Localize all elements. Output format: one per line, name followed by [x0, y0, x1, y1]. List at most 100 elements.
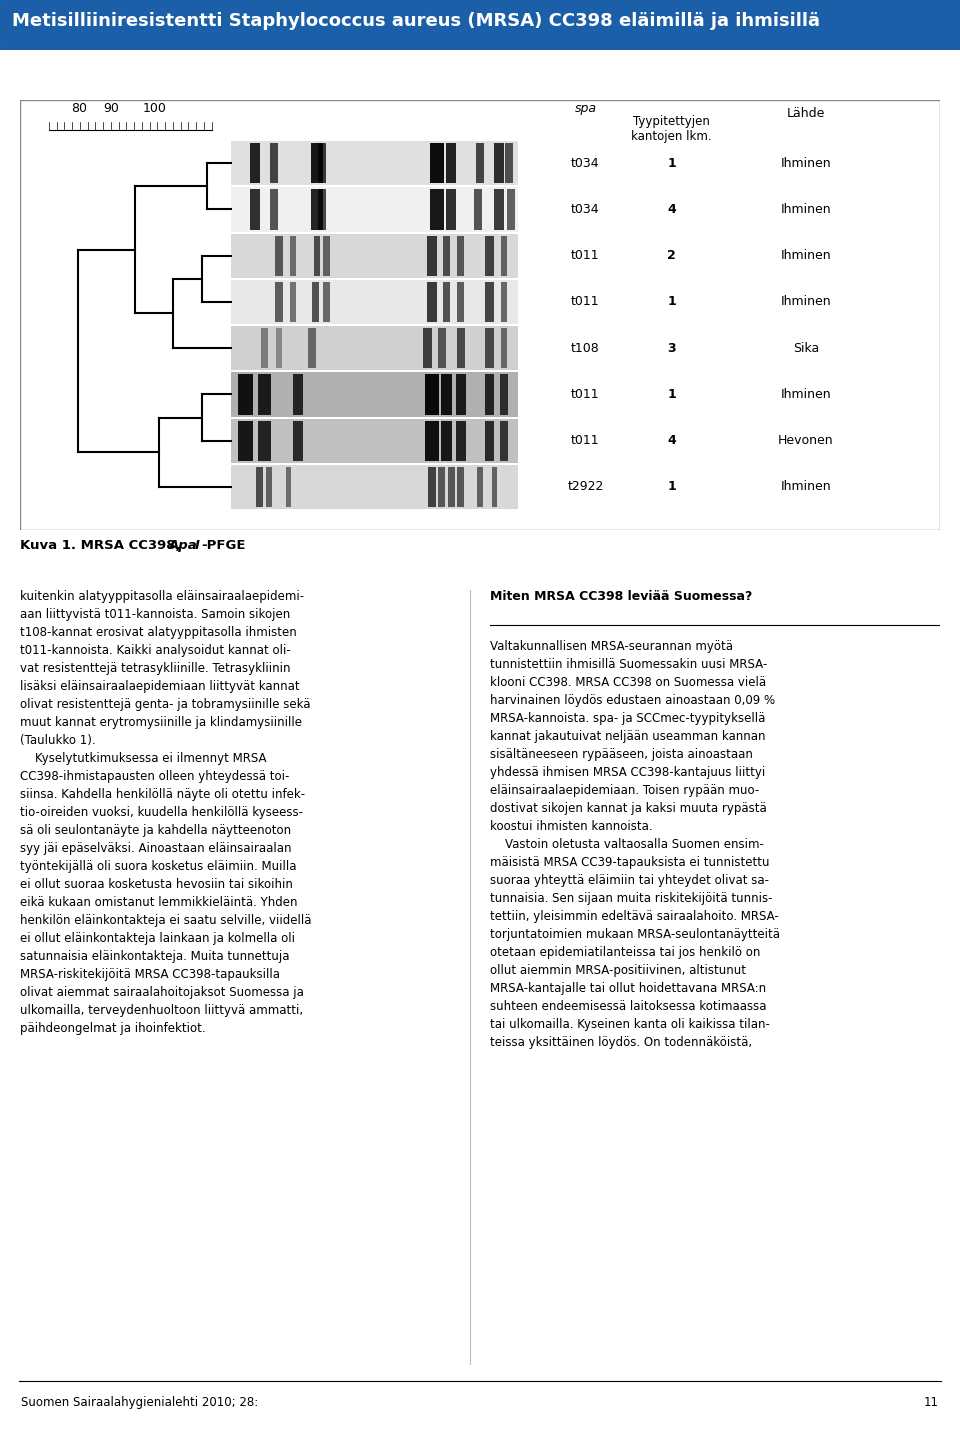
Bar: [308, 327, 316, 369]
Bar: [290, 236, 296, 276]
Bar: [492, 466, 497, 508]
Text: Ihminen: Ihminen: [780, 388, 831, 400]
Text: 80: 80: [71, 102, 87, 114]
Bar: [318, 143, 325, 183]
Bar: [500, 420, 508, 460]
Bar: [324, 282, 330, 322]
Text: Suomen Sairaalahygienialehti 2010; 28:: Suomen Sairaalahygienialehti 2010; 28:: [21, 1396, 258, 1409]
Bar: [286, 466, 291, 508]
Bar: [443, 236, 450, 276]
Bar: [500, 236, 507, 276]
Text: t2922: t2922: [567, 480, 604, 493]
Bar: [457, 327, 465, 369]
Bar: [485, 282, 493, 322]
Text: t011: t011: [571, 435, 600, 448]
Bar: [257, 375, 271, 415]
Bar: [485, 375, 494, 415]
Bar: [250, 143, 259, 183]
Bar: [275, 282, 282, 322]
Bar: [230, 280, 518, 325]
Bar: [458, 236, 465, 276]
Text: Ihminen: Ihminen: [780, 480, 831, 493]
Bar: [270, 189, 277, 229]
Text: Ihminen: Ihminen: [780, 203, 831, 216]
Text: t034: t034: [571, 203, 600, 216]
Bar: [430, 189, 444, 229]
Bar: [230, 142, 518, 186]
Text: Kuva 1. MRSA CC398,: Kuva 1. MRSA CC398,: [20, 539, 185, 552]
Text: t011: t011: [571, 388, 600, 400]
Bar: [312, 282, 319, 322]
Bar: [485, 327, 493, 369]
Text: 100: 100: [142, 102, 166, 114]
Text: I: I: [195, 539, 200, 552]
Text: Tyypitettyjen
kantojen lkm.: Tyypitettyjen kantojen lkm.: [632, 114, 712, 143]
Bar: [276, 327, 281, 369]
Text: spa: spa: [574, 102, 596, 114]
Bar: [257, 420, 271, 460]
Text: 1: 1: [667, 157, 676, 170]
Bar: [293, 375, 302, 415]
Bar: [275, 236, 282, 276]
Bar: [494, 189, 504, 229]
Bar: [458, 282, 465, 322]
Text: Ihminen: Ihminen: [780, 249, 831, 262]
Bar: [237, 420, 252, 460]
Bar: [441, 420, 452, 460]
Text: 90: 90: [103, 102, 119, 114]
Text: 2: 2: [667, 249, 676, 262]
Text: 1: 1: [667, 480, 676, 493]
Text: Hevonen: Hevonen: [778, 435, 833, 448]
Text: Metisilliiniresistentti Staphylococcus aureus (MRSA) CC398 eläimillä ja ihmisill: Metisilliiniresistentti Staphylococcus a…: [12, 11, 820, 30]
Text: Lähde: Lähde: [786, 107, 825, 120]
Bar: [474, 189, 482, 229]
Bar: [443, 282, 450, 322]
Bar: [237, 375, 252, 415]
Bar: [438, 327, 445, 369]
Text: t034: t034: [571, 157, 600, 170]
Bar: [507, 189, 515, 229]
Bar: [456, 375, 466, 415]
Text: 4: 4: [667, 203, 676, 216]
Bar: [422, 327, 432, 369]
Bar: [318, 189, 325, 229]
Bar: [446, 189, 456, 229]
Bar: [266, 466, 272, 508]
Bar: [425, 375, 439, 415]
Bar: [500, 375, 508, 415]
Bar: [230, 372, 518, 416]
Text: Valtakunnallisen MRSA-seurannan myötä
tunnistettiin ihmisillä Suomessakin uusi M: Valtakunnallisen MRSA-seurannan myötä tu…: [490, 641, 780, 1050]
Bar: [494, 143, 504, 183]
Bar: [311, 143, 323, 183]
Bar: [250, 189, 259, 229]
Bar: [428, 466, 437, 508]
Bar: [476, 143, 484, 183]
Bar: [500, 282, 507, 322]
Bar: [485, 236, 493, 276]
Bar: [477, 466, 483, 508]
Text: t011: t011: [571, 296, 600, 309]
Text: 11: 11: [924, 1396, 939, 1409]
Bar: [314, 236, 321, 276]
Bar: [324, 236, 330, 276]
Bar: [458, 466, 465, 508]
Text: 3: 3: [667, 342, 676, 355]
Bar: [270, 143, 277, 183]
Text: Apa: Apa: [169, 539, 198, 552]
Bar: [485, 420, 494, 460]
Text: kuitenkin alatyyppitasolla eläinsairaalaepidemi-
aan liittyvistä t011-kannoista.: kuitenkin alatyyppitasolla eläinsairaala…: [20, 591, 311, 1035]
Text: 1: 1: [667, 296, 676, 309]
Bar: [446, 143, 456, 183]
Text: -PFGE: -PFGE: [202, 539, 246, 552]
Bar: [255, 466, 263, 508]
Bar: [230, 233, 518, 277]
Bar: [230, 465, 518, 509]
Bar: [439, 466, 445, 508]
Bar: [260, 327, 268, 369]
Bar: [290, 282, 296, 322]
Text: t011: t011: [571, 249, 600, 262]
Bar: [456, 420, 466, 460]
Text: Ihminen: Ihminen: [780, 296, 831, 309]
Bar: [311, 189, 323, 229]
Bar: [505, 143, 513, 183]
